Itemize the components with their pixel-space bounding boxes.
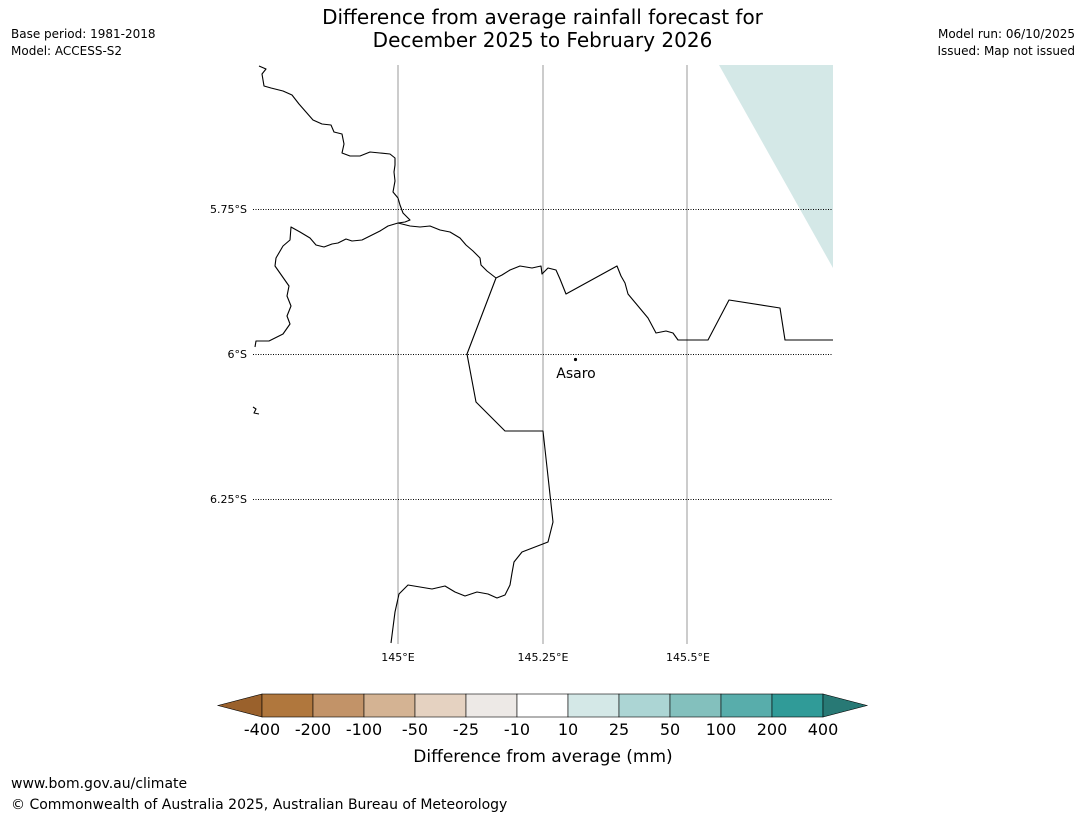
asaro-marker [573,357,578,362]
colorbar-tick-3: -100 [346,720,382,739]
lon-label-3: 145.5°E [666,651,710,664]
colorbar-box-7 [567,693,620,718]
colorbar-tick-12: 400 [808,720,839,739]
colorbar-tick-2: -200 [295,720,331,739]
colorbar-box-11 [771,693,824,718]
model-run: Model run: 06/10/2025 [937,27,1075,41]
website-link[interactable]: www.bom.gov.au/climate [11,776,188,792]
colorbar-tick-6: -10 [504,720,530,739]
colorbar-box-5 [465,693,518,718]
colorbar-box-4 [414,693,467,718]
colorbar: -400 -200 -100 -50 -25 -10 10 25 50 100 … [216,693,869,767]
boundary-central [254,222,399,348]
map-title: Difference from average rainfall forecas… [0,6,1085,52]
colorbar-arrow-right [822,693,869,718]
colorbar-tick-8: 25 [609,720,629,739]
lat-label-3: 6.25°S [210,493,247,506]
lat-label-2: 6°S [228,348,247,361]
boundary-ridge [397,222,833,341]
boundary-fragment [252,406,260,415]
footer: www.bom.gov.au/climate © Commonwealth of… [11,774,507,816]
boundaries [252,65,833,644]
boundary-north [258,65,411,224]
issued-status: Issued: Map not issued [937,44,1075,58]
colorbar-box-2 [312,693,365,718]
colorbar-box-8 [618,693,671,718]
lon-label-2: 145.25°E [518,651,569,664]
colorbar-arrow-left [216,693,263,718]
base-period: Base period: 1981-2018 [11,27,156,41]
colorbar-tick-5: -25 [453,720,479,739]
asaro-label: Asaro [556,366,595,382]
latitude-gridlines [253,209,833,500]
lat-label-1: 5.75°S [210,203,247,216]
colorbar-tick-4: -50 [402,720,428,739]
lon-label-1: 145°E [381,651,414,664]
forecast-shading [719,65,833,268]
title-line-2: December 2025 to February 2026 [372,28,713,52]
meta-left: Base period: 1981-2018 Model: ACCESS-S2 [11,26,156,60]
colorbar-box-6 [516,693,569,718]
colorbar-box-1 [261,693,314,718]
copyright-notice: © Commonwealth of Australia 2025, Austra… [11,797,508,813]
colorbar-tick-1: -400 [244,720,280,739]
title-line-1: Difference from average rainfall forecas… [322,5,763,29]
meta-right: Model run: 06/10/2025 Issued: Map not is… [937,26,1075,60]
colorbar-tick-10: 100 [706,720,737,739]
colorbar-tick-11: 200 [757,720,788,739]
colorbar-box-9 [669,693,722,718]
model-name: Model: ACCESS-S2 [11,44,123,58]
colorbar-title: Difference from average (mm) [413,747,672,767]
colorbar-box-3 [363,693,416,718]
boundary-province-line [390,277,554,644]
colorbar-tick-9: 50 [660,720,680,739]
colorbar-box-10 [720,693,773,718]
colorbar-tick-7: 10 [558,720,578,739]
